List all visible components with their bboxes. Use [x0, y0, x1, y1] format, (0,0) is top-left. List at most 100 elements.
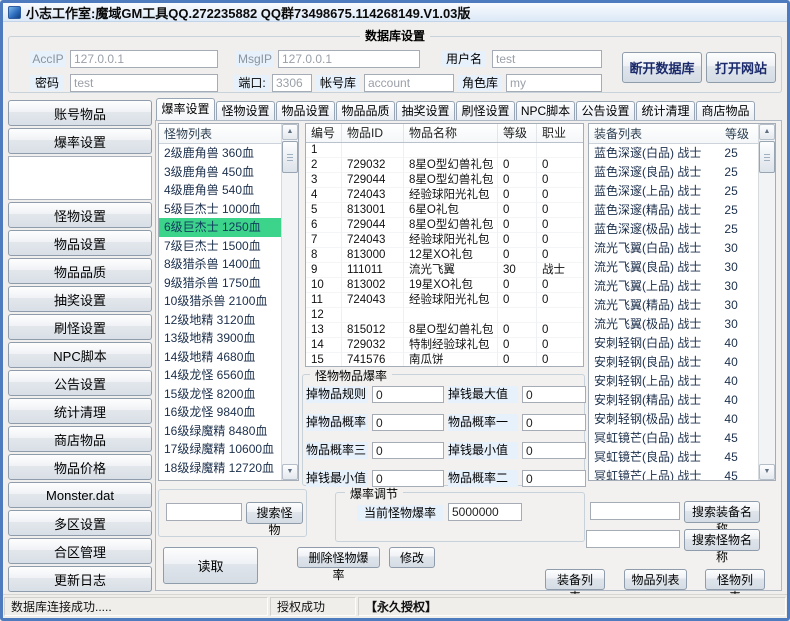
monster-list-item[interactable]: 16级龙怪 9840血 [164, 405, 256, 419]
table-row[interactable]: 6 729044 8星O型幻兽礼包 0 0 [306, 218, 583, 233]
sidebar-button[interactable]: 更新日志 [8, 566, 152, 592]
tab[interactable]: 物品设置 [276, 101, 335, 120]
role-db-input[interactable] [506, 74, 602, 92]
equip-list-item[interactable]: 流光飞翼(精品) 战士 30 [589, 296, 758, 315]
table-row[interactable]: 5 813001 6星O礼包 0 0 [306, 203, 583, 218]
tab[interactable]: NPC脚本 [516, 101, 575, 120]
table-row[interactable]: 12 [306, 308, 583, 323]
sidebar-button[interactable]: 物品价格 [8, 454, 152, 480]
monster-list-item[interactable]: 7级巨杰士 1500血 [164, 238, 261, 253]
monster-list-item[interactable]: 5级巨杰士 1000血 [164, 201, 261, 216]
scroll-up-icon[interactable]: ▲ [282, 124, 298, 140]
tab[interactable]: 刷怪设置 [456, 101, 515, 120]
msg-ip-input[interactable] [278, 50, 420, 68]
monster-list-item[interactable]: 13级地精 3900血 [164, 331, 256, 345]
equip-list-item[interactable]: 安刺轻钢(良品) 战士 40 [589, 353, 758, 372]
equip-list-item[interactable]: 蓝色深邃(上品) 战士 25 [589, 182, 758, 201]
equip-list-item[interactable]: 安刺轻钢(极品) 战士 40 [589, 410, 758, 429]
drop-field-input[interactable] [372, 414, 444, 431]
sidebar-button[interactable]: NPC脚本 [8, 342, 152, 368]
monster-list-item[interactable]: 12级地精 3120血 [164, 312, 256, 327]
open-website-button[interactable]: 打开网站 [706, 52, 776, 83]
drop-field-input[interactable] [372, 442, 444, 459]
sidebar-button[interactable]: 爆率设置 [8, 128, 152, 154]
tab[interactable]: 抽奖设置 [396, 101, 455, 120]
tab[interactable]: 统计清理 [636, 101, 695, 120]
search-equip-name-button[interactable]: 搜索装备名称 [684, 501, 760, 536]
disconnect-db-button[interactable]: 断开数据库 [622, 52, 702, 83]
sidebar-button[interactable]: 统计清理 [8, 398, 152, 424]
table-row[interactable]: 8 813000 12星XO礼包 0 0 [306, 248, 583, 263]
sidebar-button[interactable]: 刷怪设置 [8, 314, 152, 340]
acc-ip-input[interactable] [70, 50, 218, 68]
port-input[interactable] [272, 74, 312, 92]
equip-list-item[interactable]: 蓝色深邃(精品) 战士 25 [589, 201, 758, 220]
equip-list-item[interactable]: 安刺轻钢(精品) 战士 40 [589, 391, 758, 410]
sidebar-button[interactable]: 公告设置 [8, 370, 152, 396]
tab[interactable]: 怪物设置 [216, 101, 275, 120]
equip-list-item[interactable]: 安刺轻钢(上品) 战士 40 [589, 372, 758, 391]
equip-list-item[interactable]: 冥虹镜芒(上品) 战士 45 [589, 467, 758, 480]
drop-field-input[interactable] [522, 442, 586, 459]
table-row[interactable]: 11 724043 经验球阳光礼包 0 0 [306, 293, 583, 308]
equip-name-search-input[interactable] [590, 502, 680, 520]
monster-list-item[interactable]: 2级鹿角兽 360血 [164, 146, 255, 160]
sidebar-button[interactable]: 物品品质 [8, 258, 152, 284]
equip-list-item[interactable]: 蓝色深邃(白品) 战士 25 [589, 144, 758, 163]
read-button[interactable]: 读取 [163, 547, 258, 584]
sidebar-button[interactable]: 商店物品 [8, 426, 152, 452]
equip-list-item[interactable]: 冥虹镜芒(白品) 战士 45 [589, 429, 758, 448]
tab[interactable]: 公告设置 [576, 101, 635, 120]
tab-active[interactable]: 爆率设置 [156, 98, 215, 120]
table-row[interactable]: 15 741576 南瓜饼 0 0 [306, 353, 583, 366]
equip-list-scrollbar[interactable]: ▲ ▼ [758, 124, 775, 480]
tab[interactable]: 物品品质 [336, 101, 395, 120]
tab[interactable]: 商店物品 [696, 101, 755, 120]
monster-list-item[interactable]: 14级地精 4680血 [164, 349, 256, 364]
sidebar-button[interactable]: 抽奖设置 [8, 286, 152, 312]
equip-list-item[interactable]: 流光飞翼(极品) 战士 30 [589, 315, 758, 334]
equip-list-item[interactable]: 流光飞翼(上品) 战士 30 [589, 277, 758, 296]
table-row[interactable]: 1 [306, 143, 583, 158]
equip-list-button[interactable]: 装备列表 [545, 569, 605, 604]
equip-list-item[interactable]: 流光飞翼(良品) 战士 30 [589, 258, 758, 277]
monster-list-item-selected[interactable]: 6级巨杰士 1250血 [159, 218, 281, 237]
table-row[interactable]: 7 724043 经验球阳光礼包 0 0 [306, 233, 583, 248]
scrollbar-thumb[interactable] [759, 141, 775, 173]
delete-rate-button[interactable]: 删除怪物爆率 [297, 547, 380, 582]
scroll-up-icon[interactable]: ▲ [759, 124, 775, 140]
drop-field-input[interactable] [372, 470, 444, 487]
modify-button[interactable]: 修改 [389, 547, 435, 568]
drop-field-input[interactable] [372, 386, 444, 403]
table-row[interactable]: 3 729044 8星O型幻兽礼包 0 0 [306, 173, 583, 188]
scrollbar-thumb[interactable] [282, 141, 298, 173]
account-db-input[interactable] [364, 74, 454, 92]
scroll-down-icon[interactable]: ▼ [759, 464, 775, 480]
monster-list-item[interactable]: 9级猎杀兽 1750血 [164, 275, 261, 290]
table-row[interactable]: 10 813002 19星XO礼包 0 0 [306, 278, 583, 293]
table-row[interactable]: 4 724043 经验球阳光礼包 0 0 [306, 188, 583, 203]
search-monster-name-button[interactable]: 搜索怪物名称 [684, 529, 760, 564]
drop-field-input[interactable] [522, 414, 586, 431]
current-rate-input[interactable] [448, 503, 522, 521]
equip-list-item[interactable]: 安刺轻钢(白品) 战士 40 [589, 334, 758, 353]
table-row[interactable]: 13 815012 8星O型幻兽礼包 0 0 [306, 323, 583, 338]
equip-list-item[interactable]: 蓝色深邃(极品) 战士 25 [589, 220, 758, 239]
monster-list-item[interactable]: 10级猎杀兽 2100血 [164, 294, 268, 308]
monster-list-scrollbar[interactable]: ▲ ▼ [281, 124, 298, 480]
search-monster-button[interactable]: 搜索怪物 [246, 502, 303, 537]
monster-list-item[interactable]: 15级龙怪 8200血 [164, 386, 256, 401]
monster-list-item[interactable]: 16级绿魔精 8480血 [164, 423, 268, 438]
username-input[interactable] [492, 50, 602, 68]
monster-list-item[interactable]: 14级龙怪 6560血 [164, 368, 256, 382]
monster-list-item[interactable]: 3级鹿角兽 450血 [164, 164, 255, 179]
sidebar-button[interactable]: 账号物品 [8, 100, 152, 126]
monster-list-item[interactable]: 18级绿魔精 12720血 [164, 460, 275, 475]
item-list-button[interactable]: 物品列表 [624, 569, 687, 590]
equip-list-item[interactable]: 流光飞翼(白品) 战士 30 [589, 239, 758, 258]
scroll-down-icon[interactable]: ▼ [282, 464, 298, 480]
table-row[interactable]: 14 729032 特制经验球礼包 0 0 [306, 338, 583, 353]
monster-list-button[interactable]: 怪物列表 [705, 569, 765, 604]
drop-field-input[interactable] [522, 470, 586, 487]
sidebar-button[interactable]: 怪物设置 [8, 202, 152, 228]
